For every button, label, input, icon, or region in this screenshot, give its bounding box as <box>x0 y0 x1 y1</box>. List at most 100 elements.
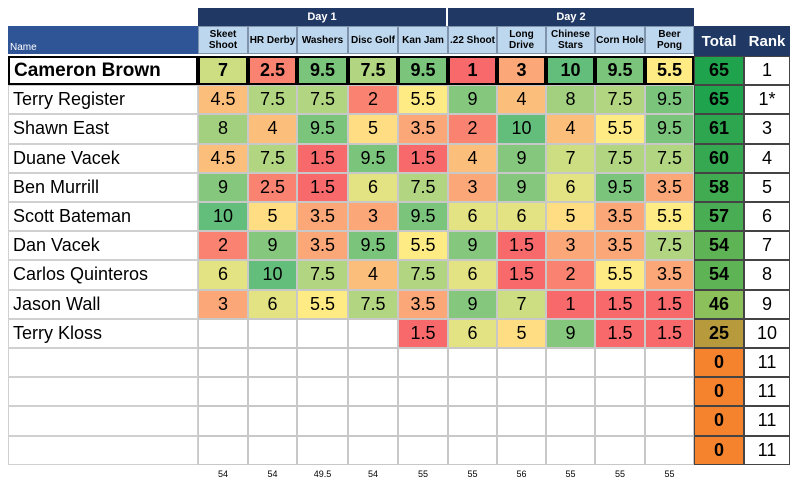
rank-cell[interactable]: 1* <box>744 85 790 115</box>
score-cell[interactable]: 3.5 <box>297 202 348 232</box>
score-cell[interactable]: 6 <box>198 260 248 290</box>
score-cell[interactable]: 5.5 <box>645 56 694 86</box>
score-cell[interactable] <box>348 348 398 378</box>
score-cell[interactable]: 9.5 <box>348 143 398 173</box>
score-cell[interactable]: 8 <box>198 114 248 144</box>
player-name[interactable] <box>8 348 198 378</box>
score-cell[interactable] <box>448 348 497 378</box>
score-cell[interactable]: 9.5 <box>297 114 348 144</box>
score-cell[interactable]: 6 <box>248 289 297 319</box>
score-cell[interactable] <box>448 406 497 436</box>
score-cell[interactable]: 1.5 <box>297 143 348 173</box>
score-cell[interactable] <box>198 406 248 436</box>
score-cell[interactable] <box>595 435 645 465</box>
score-cell[interactable]: 7.5 <box>297 260 348 290</box>
score-cell[interactable]: 9.5 <box>398 56 448 86</box>
score-cell[interactable] <box>297 377 348 407</box>
score-cell[interactable]: 7.5 <box>348 56 398 86</box>
score-cell[interactable]: 4.5 <box>198 143 248 173</box>
total-cell[interactable]: 54 <box>694 260 744 290</box>
score-cell[interactable]: 6 <box>448 260 497 290</box>
score-cell[interactable] <box>645 435 694 465</box>
score-cell[interactable]: 4 <box>248 114 297 144</box>
score-cell[interactable]: 5.5 <box>398 85 448 115</box>
score-cell[interactable]: 9 <box>248 231 297 261</box>
score-cell[interactable]: 5.5 <box>595 114 645 144</box>
score-cell[interactable]: 1.5 <box>595 318 645 348</box>
score-cell[interactable]: 1.5 <box>645 289 694 319</box>
score-cell[interactable]: 5 <box>248 202 297 232</box>
rank-cell[interactable]: 10 <box>744 318 790 348</box>
score-cell[interactable]: 5.5 <box>595 260 645 290</box>
score-cell[interactable]: 3 <box>448 172 497 202</box>
score-cell[interactable]: 5.5 <box>297 289 348 319</box>
score-cell[interactable]: 3.5 <box>297 231 348 261</box>
score-cell[interactable]: 4 <box>546 114 595 144</box>
score-cell[interactable]: 4 <box>448 143 497 173</box>
score-cell[interactable]: 3.5 <box>595 202 645 232</box>
rank-cell[interactable]: 11 <box>744 435 790 465</box>
score-cell[interactable] <box>248 377 297 407</box>
score-cell[interactable] <box>348 318 398 348</box>
score-cell[interactable]: 9.5 <box>348 231 398 261</box>
score-cell[interactable]: 7 <box>198 56 248 86</box>
total-cell[interactable]: 65 <box>694 56 744 86</box>
score-cell[interactable] <box>546 406 595 436</box>
score-cell[interactable]: 7.5 <box>595 143 645 173</box>
total-cell[interactable]: 61 <box>694 114 744 144</box>
score-cell[interactable]: 3 <box>546 231 595 261</box>
score-cell[interactable]: 6 <box>448 318 497 348</box>
player-name[interactable]: Terry Register <box>8 85 198 115</box>
total-cell[interactable]: 46 <box>694 289 744 319</box>
total-cell[interactable]: 65 <box>694 85 744 115</box>
score-cell[interactable]: 2 <box>198 231 248 261</box>
score-cell[interactable]: 1 <box>448 56 497 86</box>
total-cell[interactable]: 0 <box>694 377 744 407</box>
player-name[interactable]: Cameron Brown <box>8 56 198 86</box>
score-cell[interactable]: 5.5 <box>398 231 448 261</box>
score-cell[interactable] <box>546 348 595 378</box>
score-cell[interactable]: 9 <box>448 231 497 261</box>
score-cell[interactable] <box>645 348 694 378</box>
player-name[interactable]: Ben Murrill <box>8 172 198 202</box>
score-cell[interactable]: 3.5 <box>398 114 448 144</box>
rank-cell[interactable]: 8 <box>744 260 790 290</box>
score-cell[interactable]: 5.5 <box>645 202 694 232</box>
score-cell[interactable]: 1.5 <box>497 260 546 290</box>
player-name[interactable] <box>8 406 198 436</box>
player-name[interactable] <box>8 435 198 465</box>
score-cell[interactable] <box>297 435 348 465</box>
score-cell[interactable]: 7.5 <box>348 289 398 319</box>
player-name[interactable]: Terry Kloss <box>8 318 198 348</box>
score-cell[interactable]: 6 <box>348 172 398 202</box>
score-cell[interactable]: 7.5 <box>297 85 348 115</box>
score-cell[interactable]: 3.5 <box>645 260 694 290</box>
rank-cell[interactable]: 1 <box>744 56 790 86</box>
score-cell[interactable]: 10 <box>546 56 595 86</box>
score-cell[interactable]: 9.5 <box>297 56 348 86</box>
score-cell[interactable] <box>497 435 546 465</box>
score-cell[interactable]: 9 <box>546 318 595 348</box>
score-cell[interactable] <box>645 406 694 436</box>
total-cell[interactable]: 0 <box>694 406 744 436</box>
score-cell[interactable] <box>248 318 297 348</box>
score-cell[interactable]: 3.5 <box>595 231 645 261</box>
total-cell[interactable]: 0 <box>694 435 744 465</box>
score-cell[interactable] <box>248 435 297 465</box>
score-cell[interactable]: 9 <box>497 143 546 173</box>
total-cell[interactable]: 60 <box>694 143 744 173</box>
score-cell[interactable]: 1.5 <box>398 143 448 173</box>
score-cell[interactable]: 3.5 <box>398 289 448 319</box>
score-cell[interactable] <box>546 435 595 465</box>
score-cell[interactable]: 4 <box>497 85 546 115</box>
score-cell[interactable]: 10 <box>248 260 297 290</box>
score-cell[interactable]: 9.5 <box>595 172 645 202</box>
rank-cell[interactable]: 11 <box>744 377 790 407</box>
rank-cell[interactable]: 5 <box>744 172 790 202</box>
score-cell[interactable] <box>448 377 497 407</box>
score-cell[interactable] <box>595 406 645 436</box>
score-cell[interactable]: 7.5 <box>248 85 297 115</box>
score-cell[interactable]: 9 <box>198 172 248 202</box>
score-cell[interactable] <box>497 377 546 407</box>
player-name[interactable]: Dan Vacek <box>8 231 198 261</box>
